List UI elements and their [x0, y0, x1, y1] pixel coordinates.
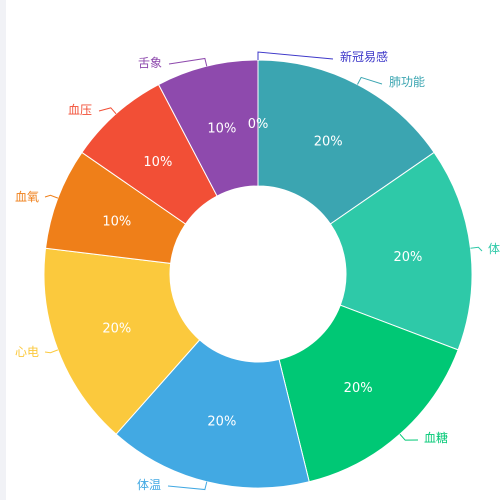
category-label-体脂: 体脂 [488, 241, 500, 256]
category-label-肺功能: 肺功能 [389, 75, 425, 89]
percent-label-心电: 20% [102, 322, 131, 337]
category-label-心电: 心电 [15, 345, 39, 359]
slice-舌象[interactable] [157, 59, 259, 197]
category-label-体温: 体温 [137, 478, 161, 492]
slice-肺功能[interactable] [257, 59, 435, 225]
percent-label-血氧: 10% [102, 214, 131, 229]
slice-体脂[interactable] [329, 151, 473, 351]
slice-体温[interactable] [115, 339, 310, 489]
label-group: 0% 新冠易感 20% 肺功能 20% 体脂 20% 血糖 20% 体温 20% 心电 10% 血氧 10%… [15, 49, 500, 492]
left-edge-strip [0, 0, 6, 500]
leader-line-血氧 [44, 194, 59, 199]
leader-line-血压 [98, 107, 117, 115]
category-label-血糖: 血糖 [424, 430, 448, 445]
percent-label-舌象: 10% [207, 121, 236, 136]
category-label-血压: 血压 [68, 103, 92, 117]
leader-line-肺功能 [357, 76, 383, 85]
slice-心电[interactable] [43, 247, 201, 435]
percent-label-肺功能: 20% [314, 134, 343, 149]
percent-label-体脂: 20% [393, 250, 422, 265]
slice-血糖[interactable] [278, 304, 459, 483]
category-label-血氧: 血氧 [15, 190, 39, 204]
leader-line-体脂 [470, 246, 483, 252]
leader-line-舌象 [168, 57, 208, 67]
leader-line-新冠易感 [257, 51, 334, 60]
percent-label-新冠易感: 0% [248, 117, 269, 132]
leader-line-体温 [167, 481, 208, 491]
percent-label-体温: 20% [207, 415, 236, 430]
leader-line-血糖 [399, 433, 419, 441]
category-label-舌象: 舌象 [138, 56, 162, 70]
slice-group [43, 59, 473, 489]
category-label-新冠易感: 新冠易感 [340, 49, 388, 64]
leader-line-心电 [44, 349, 59, 354]
percent-label-血糖: 20% [344, 381, 373, 396]
leader-line-group [44, 51, 483, 491]
percent-label-血压: 10% [143, 155, 172, 170]
